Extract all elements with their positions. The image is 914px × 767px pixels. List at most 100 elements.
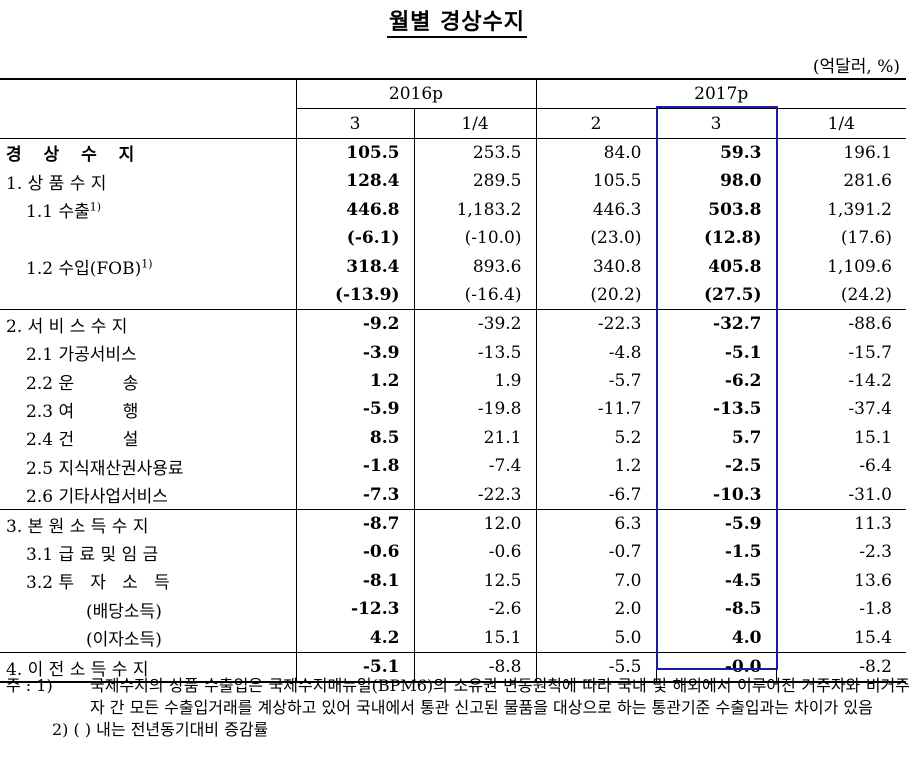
table-row: (-13.9) (-16.4) (20.2) (27.5) (24.2) [0,280,906,310]
table-cell: -4.5 [655,566,776,596]
table-row: (배당소득) -12.3 -2.6 2.0 -8.5 -1.8 [0,595,906,624]
footnote-2: 2) ( ) 내는 전년동기대비 증감률 [52,720,269,739]
header-row-years: 2016p 2017p [0,78,906,109]
table-cell: 5.0 [535,623,656,653]
current-account-table: 2016p 2017p 3 1/4 2 3 1/4 경 상 수 지 105.5 25… [0,78,906,684]
table-row: 2.2 운 송 1.2 1.9 -5.7 -6.2 -14.2 [0,366,906,396]
table-cell: -8.7 [295,508,414,539]
table-cell: 11.3 [775,508,906,539]
table-cell: -9.2 [295,309,414,339]
table-cell: (12.8) [655,223,776,253]
table-cell: 15.1 [413,623,536,653]
table-cell: 59.3 [655,137,776,168]
table-row: 1. 상 품 수 지 128.4 289.5 105.5 98.0 281.6 [0,167,906,196]
table-cell: -2.5 [655,452,776,481]
footnote-ref: 1) [141,257,153,271]
header-period: 1/4 [775,108,906,139]
table-row: 4. 이 전 소 득 수 지 -5.1 -8.8 -5.5 -0.0 -8.2 [0,651,906,684]
table-cell: 105.5 [295,137,414,168]
table-cell: -7.4 [413,452,536,481]
table-row: (이자소득) 4.2 15.1 5.0 4.0 15.4 [0,623,906,653]
row-label: 3.1 급 료 및 임 금 [26,544,159,565]
footnotes: 주 : 1) 국제수지의 상품 수출입은 국제수지매뉴얼(BPM6)의 소유권 … [6,675,910,741]
table-cell: 405.8 [655,252,776,281]
table-cell: 1,183.2 [413,195,536,224]
table-row: 3.1 급 료 및 임 금 -0.6 -0.6 -0.7 -1.5 -2.3 [0,538,906,567]
table-cell: 13.6 [775,566,906,596]
footnote-1-text: 국제수지의 상품 수출입은 국제수지매뉴얼(BPM6)의 소유권 변동원칙에 따… [90,676,910,717]
table-cell: 1.2 [295,366,414,396]
table-cell: 6.3 [535,508,656,539]
table-row: 3.2 투 자 소 득 -8.1 12.5 7.0 -4.5 13.6 [0,566,906,596]
row-label [0,281,296,310]
row-label: 4. 이 전 소 득 수 지 [0,651,296,684]
row-label: (이자소득) [86,630,162,651]
table-cell: -5.7 [535,366,656,396]
footnote-1-marker: 주 : 1) [6,676,53,695]
row-label: 3.2 투 자 소 득 [26,573,170,594]
table-cell: (20.2) [535,280,656,310]
table-cell: -13.5 [655,395,776,424]
table-cell: 893.6 [413,252,536,281]
table-cell: -6.4 [775,452,906,481]
table-row: 3. 본 원 소 득 수 지 -8.7 12.0 6.3 -5.9 11.3 [0,508,906,539]
table-cell: -19.8 [413,395,536,424]
table-cell: 1.2 [535,452,656,481]
table-cell: -15.7 [775,338,906,367]
table-cell: 128.4 [295,167,414,196]
header-blank [0,109,296,138]
table-cell: -22.3 [413,480,536,510]
table-cell: -6.7 [535,480,656,510]
table-cell: -22.3 [535,309,656,339]
table-cell: 5.2 [535,423,656,453]
table-cell: 12.0 [413,508,536,539]
table-cell: -12.3 [295,595,414,624]
table-cell: (17.6) [775,223,906,253]
table-cell: 8.5 [295,423,414,453]
table-cell: -1.8 [295,452,414,481]
row-label: 경 상 수 지 [0,137,296,168]
table-cell: (27.5) [655,280,776,310]
table-cell: 340.8 [535,252,656,281]
header-row-periods: 3 1/4 2 3 1/4 [0,108,906,139]
header-blank [0,78,296,109]
table-cell: (24.2) [775,280,906,310]
row-label: 1.1 수출1) [26,200,102,223]
header-period: 3 [655,108,776,139]
table-cell: 21.1 [413,423,536,453]
header-period: 2 [535,108,656,139]
table-cell: 12.5 [413,566,536,596]
table-row: 2. 서 비 스 수 지 -9.2 -39.2 -22.3 -32.7 -88.6 [0,309,906,339]
table-cell: (-6.1) [295,223,414,253]
row-label: 2.6 기타사업서비스 [26,487,168,508]
table-cell: -1.5 [655,538,776,567]
row-label: 3. 본 원 소 득 수 지 [0,508,296,539]
unit-label: (억달러, %) [812,57,900,77]
page-title: 월별 경상수지 [0,4,914,38]
table-cell: 446.8 [295,195,414,224]
header-period: 3 [295,108,414,139]
table-cell: -8.5 [655,595,776,624]
table-row: 2.1 가공서비스 -3.9 -13.5 -4.8 -5.1 -15.7 [0,338,906,367]
table-cell: -0.6 [295,538,414,567]
row-label: 2.3 여 행 [26,401,139,422]
table-cell: 318.4 [295,252,414,281]
table-cell: (-16.4) [413,280,536,310]
table-cell: -11.7 [535,395,656,424]
table-cell: -7.3 [295,480,414,510]
table-cell: -37.4 [775,395,906,424]
table-cell: 2.0 [535,595,656,624]
table-cell: 281.6 [775,167,906,196]
table-cell: -0.6 [413,538,536,567]
table-cell: 7.0 [535,566,656,596]
header-period: 1/4 [413,108,536,139]
table-cell: -8.8 [413,651,536,684]
row-label: 1. 상 품 수 지 [6,173,107,194]
table-cell: -13.5 [413,338,536,367]
table-cell: 196.1 [775,137,906,168]
table-cell: 98.0 [655,167,776,196]
row-label: 1.2 수입(FOB)1) [26,257,153,280]
row-label: 2. 서 비 스 수 지 [0,309,296,339]
row-label: (배당소득) [86,601,162,622]
table-cell: -5.1 [655,338,776,367]
